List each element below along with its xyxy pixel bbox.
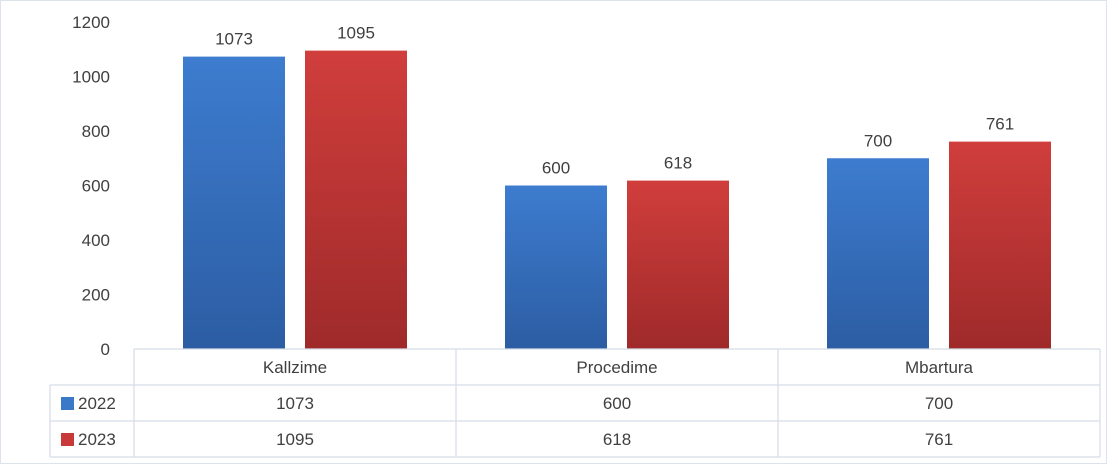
table-cell: 1073 — [276, 394, 314, 413]
bar-2023-procedime — [627, 180, 729, 349]
bar-2023-mbartura — [949, 141, 1051, 349]
table-cell: 1095 — [276, 430, 314, 449]
data-table: Kallzime Procedime Mbartura 2022 1073 600 700 2… — [49, 348, 1101, 458]
data-label: 761 — [986, 115, 1014, 134]
data-label: 700 — [864, 131, 892, 150]
data-labels: 1073 1095 600 618 700 761 — [215, 24, 1014, 178]
table-cell: 700 — [925, 394, 953, 413]
bars — [183, 50, 1051, 350]
category-label: Procedime — [576, 358, 657, 377]
y-tick-label: 1200 — [72, 13, 110, 32]
bar-2023-kallzime — [305, 50, 407, 350]
data-label: 1095 — [337, 24, 375, 43]
legend-swatch — [61, 433, 74, 446]
legend-swatch — [61, 397, 74, 410]
table-cell: 761 — [925, 430, 953, 449]
y-tick-label: 0 — [101, 340, 110, 359]
bar-2022-kallzime — [183, 56, 285, 350]
y-tick-label: 400 — [82, 231, 110, 250]
legend-label: 2022 — [78, 394, 116, 413]
table-cell: 600 — [603, 394, 631, 413]
y-tick-label: 1000 — [72, 68, 110, 87]
category-label: Mbartura — [905, 358, 974, 377]
y-tick-label: 800 — [82, 122, 110, 141]
y-tick-label: 200 — [82, 286, 110, 305]
data-label: 1073 — [215, 30, 253, 49]
bar-2022-mbartura — [827, 158, 929, 349]
y-axis: 0 200 400 600 800 1000 1200 — [72, 13, 110, 359]
y-tick-label: 600 — [82, 177, 110, 196]
data-label: 618 — [664, 154, 692, 173]
bar-2022-procedime — [505, 185, 607, 349]
data-label: 600 — [542, 159, 570, 178]
table-cell: 618 — [603, 430, 631, 449]
category-label: Kallzime — [263, 358, 327, 377]
legend-label: 2023 — [78, 430, 116, 449]
